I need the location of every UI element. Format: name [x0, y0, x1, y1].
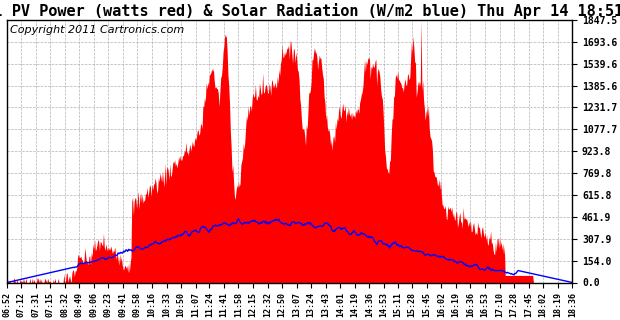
Title: Total PV Power (watts red) & Solar Radiation (W/m2 blue) Thu Apr 14 18:51: Total PV Power (watts red) & Solar Radia… [0, 3, 620, 19]
Text: Copyright 2011 Cartronics.com: Copyright 2011 Cartronics.com [10, 25, 184, 35]
